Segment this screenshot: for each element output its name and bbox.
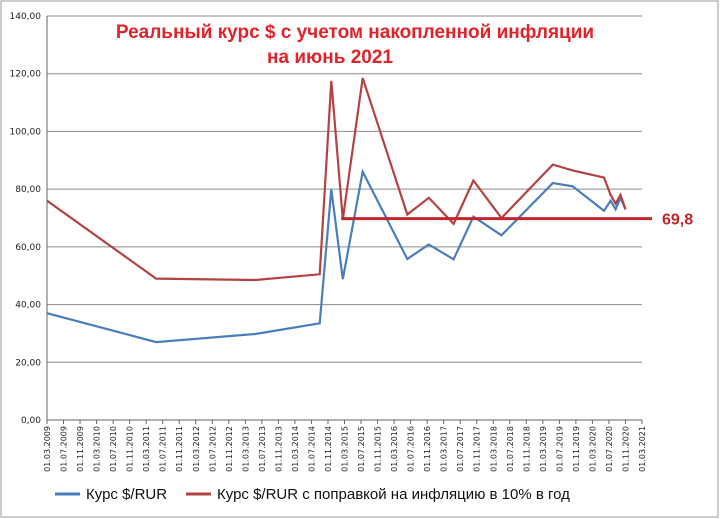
x-tick-label: 01.07.2019: [555, 426, 564, 472]
x-tick-label: 01.03.2010: [93, 426, 102, 472]
reference-line-label: 69,8: [662, 212, 693, 229]
x-tick-label: 01.11.2010: [126, 426, 135, 472]
y-tick-label: 20,00: [15, 358, 41, 368]
x-tick-label: 01.11.2013: [274, 426, 283, 472]
x-tick-label: 01.11.2018: [522, 426, 531, 472]
x-tick-label: 01.03.2020: [588, 426, 597, 472]
x-tick-label: 01.11.2017: [473, 426, 482, 472]
x-tick-label: 01.03.2011: [142, 426, 151, 472]
x-tick-label: 01.07.2013: [258, 426, 267, 472]
x-tick-label: 01.07.2010: [109, 426, 118, 472]
x-tick-label: 01.07.2011: [159, 426, 168, 472]
legend: Курс $/RUR Курс $/RUR с поправкой на инф…: [55, 486, 570, 503]
y-tick-label: 100,00: [10, 127, 42, 137]
x-tick-label: 01.11.2016: [423, 426, 432, 472]
x-tick-label: 01.03.2012: [192, 426, 201, 472]
x-tick-label: 01.03.2018: [489, 426, 498, 472]
x-tick-label: 01.07.2009: [60, 426, 69, 472]
x-tick-label: 01.03.2014: [291, 426, 300, 472]
y-tick-label: 80,00: [15, 185, 41, 195]
x-tick-label: 01.11.2015: [374, 426, 383, 472]
y-tick-labels: 0,00 20,00 40,00 60,00 80,00 100,00 120,00 140,…: [10, 12, 42, 426]
x-tick-label: 01.03.2015: [341, 426, 350, 472]
y-tick-label: 60,00: [15, 243, 41, 253]
x-tick-label: 01.11.2011: [175, 426, 184, 472]
y-tick-label: 40,00: [15, 301, 41, 311]
x-tick-label: 01.11.2009: [76, 426, 85, 472]
series-lines: [46, 77, 627, 344]
y-tick-label: 140,00: [10, 12, 42, 22]
chart-title-line-2: на июнь 2021: [267, 47, 393, 68]
y-tick-label: 0,00: [21, 416, 41, 426]
legend-label-usd-adjusted: Курс $/RUR с поправкой на инфляцию в 10%…: [217, 486, 570, 503]
x-tick-label: 01.03.2017: [440, 426, 449, 472]
x-tick-label: 01.07.2016: [407, 426, 416, 472]
x-tick-label: 01.03.2013: [241, 426, 250, 472]
legend-label-usd: Курс $/RUR: [86, 486, 167, 503]
x-tick-label: 01.07.2018: [506, 426, 515, 472]
x-tick-label: 01.07.2014: [307, 426, 316, 472]
x-tick-label: 01.11.2020: [621, 426, 630, 472]
x-tick-label: 01.07.2017: [456, 426, 465, 472]
x-tick-label: 01.11.2014: [324, 426, 333, 472]
x-tick-label: 01.03.2019: [539, 426, 548, 472]
x-tick-label: 01.11.2012: [225, 426, 234, 472]
y-tick-label: 120,00: [10, 70, 42, 80]
chart-title-line-1: Реальный курс $ с учетом накопленной инф…: [116, 22, 594, 43]
x-tick-label: 01.03.2009: [43, 426, 52, 472]
series-line-usd: [46, 168, 627, 344]
x-tick-label: 01.07.2020: [605, 426, 614, 472]
x-tick-label: 01.11.2019: [572, 426, 581, 472]
x-tick-label: 01.03.2016: [390, 426, 399, 472]
series-line-usd-adjusted: [46, 77, 627, 282]
annotation: 69,8: [341, 212, 693, 229]
x-tick-label: 01.07.2015: [357, 426, 366, 472]
x-tick-label: 01.03.2021: [638, 426, 647, 472]
x-tick-label: 01.07.2012: [208, 426, 217, 472]
x-tick-labels: 01.03.2009 01.07.2009 01.11.2009 01.03.2010…: [43, 420, 647, 472]
